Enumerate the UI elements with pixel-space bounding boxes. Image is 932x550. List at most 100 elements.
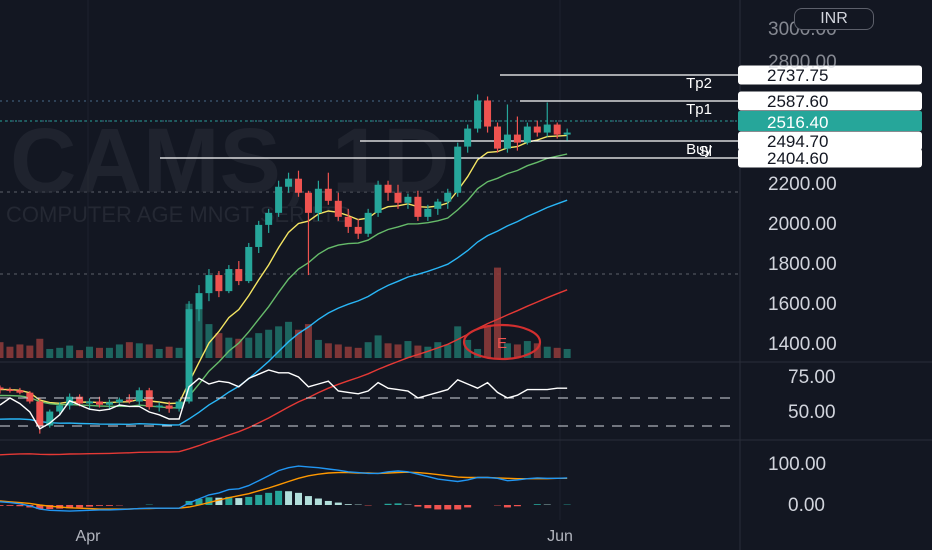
volume-bar <box>354 347 362 358</box>
candle-body <box>195 293 203 310</box>
macd-histogram-bar <box>414 505 422 507</box>
candle <box>474 94 482 133</box>
volume-bar <box>46 348 54 358</box>
volume-bar <box>56 347 64 358</box>
volume-bar <box>36 338 44 358</box>
macd-histogram-bar <box>36 505 44 510</box>
rsi-tick-label: 50.00 <box>788 402 836 423</box>
volume-bar <box>364 342 372 358</box>
candle-body <box>444 192 452 202</box>
candle-body <box>484 100 492 127</box>
candle <box>324 172 332 205</box>
rsi-panel: 75.00 50.00 <box>0 367 836 430</box>
macd-tick-label: 0.00 <box>788 495 825 516</box>
volume-bar <box>265 329 273 358</box>
candle <box>454 142 462 197</box>
volume-bar <box>195 308 203 358</box>
macd-histogram-bar <box>503 505 511 508</box>
level-price-label: 2587.60 <box>767 92 828 111</box>
candle-body <box>215 275 223 292</box>
volume-bar <box>86 346 94 358</box>
macd-histogram-bar <box>245 496 253 505</box>
candle-body <box>76 396 84 404</box>
trade-levels: Tp2 2737.75 Tp1 2587.60 Buy 2494.70 Sl 2404.60 2… <box>0 65 922 168</box>
candle-body <box>245 246 253 282</box>
candle-body <box>304 192 312 213</box>
candle-body <box>454 146 462 193</box>
candle-body <box>384 184 392 193</box>
candle-body <box>324 188 332 201</box>
macd-histogram-bar <box>454 505 462 510</box>
candle-body <box>553 124 561 135</box>
candle <box>494 122 501 153</box>
volume-bar <box>6 346 14 358</box>
volume-bar <box>494 267 501 358</box>
candle-body <box>26 392 34 402</box>
candle <box>46 409 54 428</box>
volume-bar <box>66 345 74 358</box>
candle-body <box>235 269 243 282</box>
candle <box>414 190 422 221</box>
ema-fast-line <box>0 134 568 405</box>
candle <box>484 96 492 133</box>
candle <box>225 265 233 294</box>
time-tick-label: Jun <box>547 528 573 545</box>
level-price-box <box>738 131 922 151</box>
level-name: Buy <box>686 141 712 158</box>
candle-body <box>155 405 163 408</box>
macd-histogram-bar <box>76 505 84 508</box>
macd-histogram-bar <box>533 504 541 505</box>
current-price-label: 2516.40 <box>767 113 828 132</box>
candle-body <box>513 134 521 143</box>
time-axis[interactable]: Apr Jun <box>76 528 573 545</box>
macd-histogram-bar <box>285 491 293 505</box>
candle <box>86 398 94 409</box>
earnings-circle <box>462 323 542 361</box>
candle-body <box>394 192 402 203</box>
macd-histogram-bar <box>444 505 452 510</box>
volume-bar <box>374 335 382 358</box>
currency-badge[interactable]: INR <box>794 8 874 30</box>
candle <box>533 120 541 137</box>
macd-histogram-bar <box>215 497 223 505</box>
candle <box>255 220 263 253</box>
macd-histogram-bar <box>255 494 263 505</box>
candle <box>344 208 352 233</box>
macd-panel: 100.00 0.00 <box>0 454 826 516</box>
volume-bar <box>523 341 531 358</box>
candle-body <box>86 401 94 404</box>
volume-bar <box>0 342 4 358</box>
macd-histogram-bar <box>0 505 4 506</box>
candle <box>553 122 561 139</box>
macd-histogram-bar <box>295 492 302 505</box>
candle-body <box>494 126 501 149</box>
candle-body <box>145 390 153 408</box>
macd-histogram-bar <box>265 492 273 505</box>
volume-bar <box>484 326 492 358</box>
volume-bar <box>314 339 322 358</box>
candle <box>245 242 253 284</box>
candle-body <box>295 178 302 193</box>
candle <box>384 180 392 201</box>
candle <box>464 124 472 153</box>
candle-body <box>434 201 442 209</box>
volume-bar <box>245 337 253 358</box>
candle <box>26 391 34 404</box>
candle <box>543 102 551 137</box>
candle-body <box>285 178 293 187</box>
price-axis[interactable]: 3000.002800.002200.002000.001800.001600.… <box>768 19 837 355</box>
volume-bar <box>255 333 263 358</box>
level-buy: Buy 2494.70 <box>360 131 922 158</box>
volume-bar <box>76 350 84 358</box>
volume-bar <box>135 343 143 358</box>
macd-histogram-bar <box>105 505 113 506</box>
candle <box>0 385 4 394</box>
price-candles[interactable] <box>0 94 571 434</box>
macd-histogram-bar <box>344 504 352 505</box>
candle <box>56 402 64 416</box>
level-tp1: Tp1 2587.60 <box>520 91 922 118</box>
macd-tick-label: 100.00 <box>768 454 826 475</box>
candle <box>135 387 143 406</box>
earnings-marker[interactable]: E <box>462 323 542 361</box>
